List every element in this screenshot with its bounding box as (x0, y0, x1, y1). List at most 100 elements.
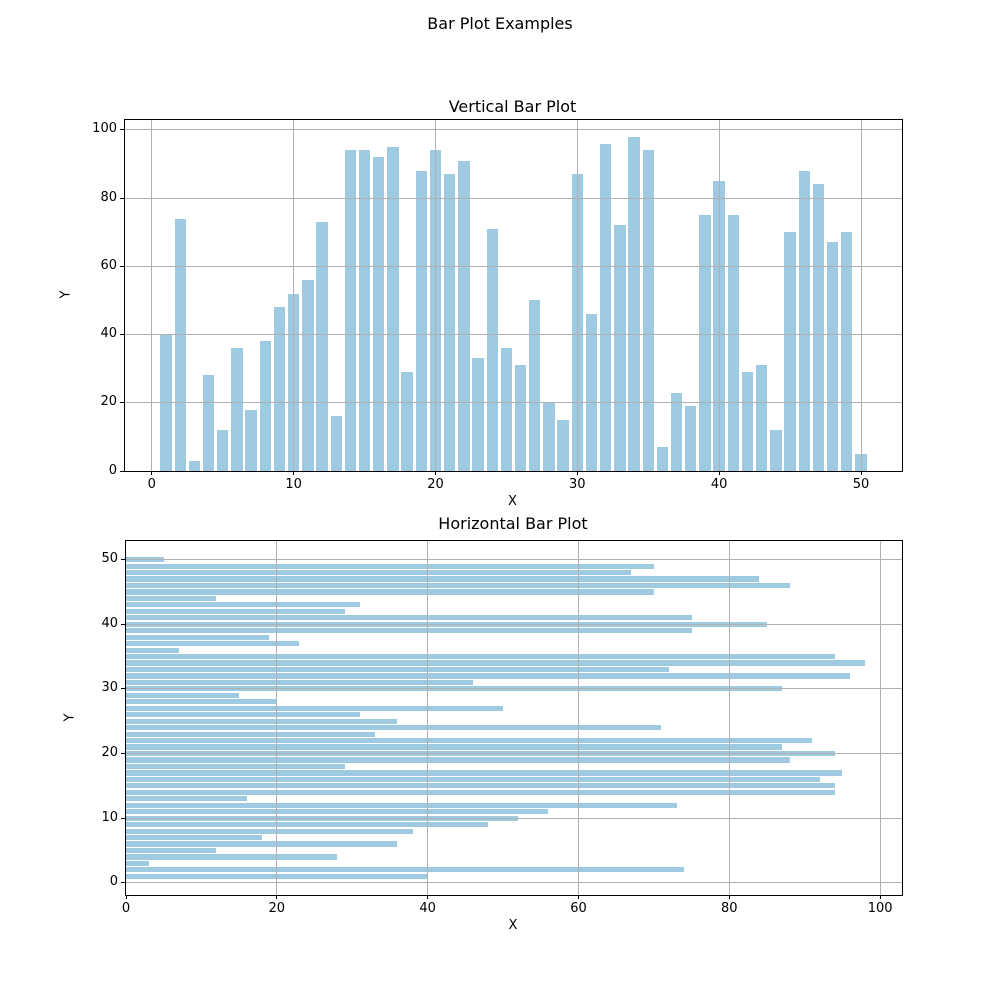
x-tick-label: 40 (419, 901, 436, 916)
bar (387, 146, 399, 471)
bar (600, 143, 612, 471)
y-tick-mark (121, 882, 125, 884)
gridline (276, 541, 278, 895)
bar (373, 157, 385, 471)
y-tick-label: 80 (100, 189, 117, 205)
bar (756, 365, 768, 471)
bar (784, 232, 796, 471)
bar (126, 867, 685, 873)
bar (202, 375, 215, 471)
x-tick-label: 20 (268, 901, 286, 916)
x-tick-mark (293, 471, 295, 475)
bar (529, 300, 541, 471)
y-tick-mark (121, 559, 125, 561)
bar (126, 757, 790, 763)
bar (798, 170, 810, 471)
gridline (125, 129, 902, 131)
y-tick-label: 60 (100, 257, 117, 273)
x-tick-mark (427, 895, 429, 899)
gridline (577, 541, 579, 895)
bar (330, 416, 342, 471)
bar (126, 666, 669, 673)
gridline (125, 197, 902, 199)
x-tick-label: 80 (721, 901, 738, 916)
gridline (126, 688, 902, 690)
bar (126, 731, 375, 737)
gridline (126, 753, 902, 755)
bar (174, 218, 186, 471)
x-tick-label: 100 (867, 901, 893, 916)
bar (826, 242, 839, 471)
bar (126, 763, 345, 770)
x-tick-mark (151, 471, 153, 475)
y-tick-label: 40 (100, 326, 117, 342)
y-tick-label: 0 (109, 874, 118, 890)
bar (126, 608, 345, 614)
bar (126, 673, 850, 679)
gridline (126, 623, 902, 625)
gridline (125, 402, 902, 404)
y-tick-mark (121, 753, 125, 755)
bar (126, 776, 820, 782)
horizontal-plot-yaxis-label: Y (62, 713, 78, 722)
vertical-bar-plot-area: 0 10 20 30 40 50 0 20 40 60 80 100 (92, 119, 903, 492)
horizontal-bar-plot-area: 0 20 40 60 80 100 0 10 20 30 40 50 (101, 540, 903, 916)
bar (302, 279, 314, 471)
bar (614, 225, 626, 471)
y-tick-mark (120, 197, 124, 199)
x-tick-label: 0 (121, 901, 131, 916)
bar (126, 570, 632, 576)
y-tick-mark (121, 688, 125, 690)
x-tick-mark (276, 895, 278, 899)
bar (126, 822, 488, 828)
bar (685, 406, 697, 471)
x-tick-mark (860, 471, 862, 475)
x-tick-mark (718, 471, 720, 475)
bar (458, 160, 470, 471)
vertical-plot-yaxis-label: Y (58, 290, 74, 299)
bar (500, 348, 513, 471)
bar (126, 576, 760, 582)
bar (126, 841, 398, 847)
bar (126, 634, 270, 640)
bar (126, 828, 413, 834)
bar (126, 854, 338, 860)
bar (514, 365, 527, 471)
bar (699, 215, 711, 471)
x-tick-label: 0 (147, 477, 156, 492)
horizontal-bar-plot-title: Horizontal Bar Plot (438, 514, 588, 533)
gridline (126, 817, 902, 819)
x-tick-mark (879, 895, 881, 899)
y-tick-mark (120, 265, 124, 267)
bar (126, 654, 835, 660)
gridline (125, 265, 902, 267)
bar (628, 136, 640, 471)
y-tick-label: 10 (101, 809, 118, 825)
bar (316, 221, 328, 471)
bar (486, 228, 498, 471)
x-tick-label: 60 (570, 901, 587, 916)
bar (401, 372, 413, 471)
x-tick-label: 20 (427, 477, 444, 492)
bar (126, 595, 217, 602)
bar (727, 215, 740, 471)
bar (656, 447, 669, 471)
bar (188, 460, 201, 471)
figure-title: Bar Plot Examples (427, 14, 573, 33)
bar (126, 705, 504, 711)
bar (543, 402, 555, 471)
bar (231, 348, 243, 471)
vertical-plot-xaxis-label: X (508, 494, 517, 509)
bar (245, 409, 257, 471)
x-tick-label: 10 (285, 477, 302, 492)
bar (126, 789, 835, 795)
x-tick-mark (434, 471, 436, 475)
bar (259, 341, 271, 471)
bar (585, 314, 598, 471)
gridline (293, 120, 295, 471)
bar (126, 802, 677, 808)
bar (841, 232, 853, 471)
bar (642, 150, 654, 471)
bar (126, 834, 262, 841)
